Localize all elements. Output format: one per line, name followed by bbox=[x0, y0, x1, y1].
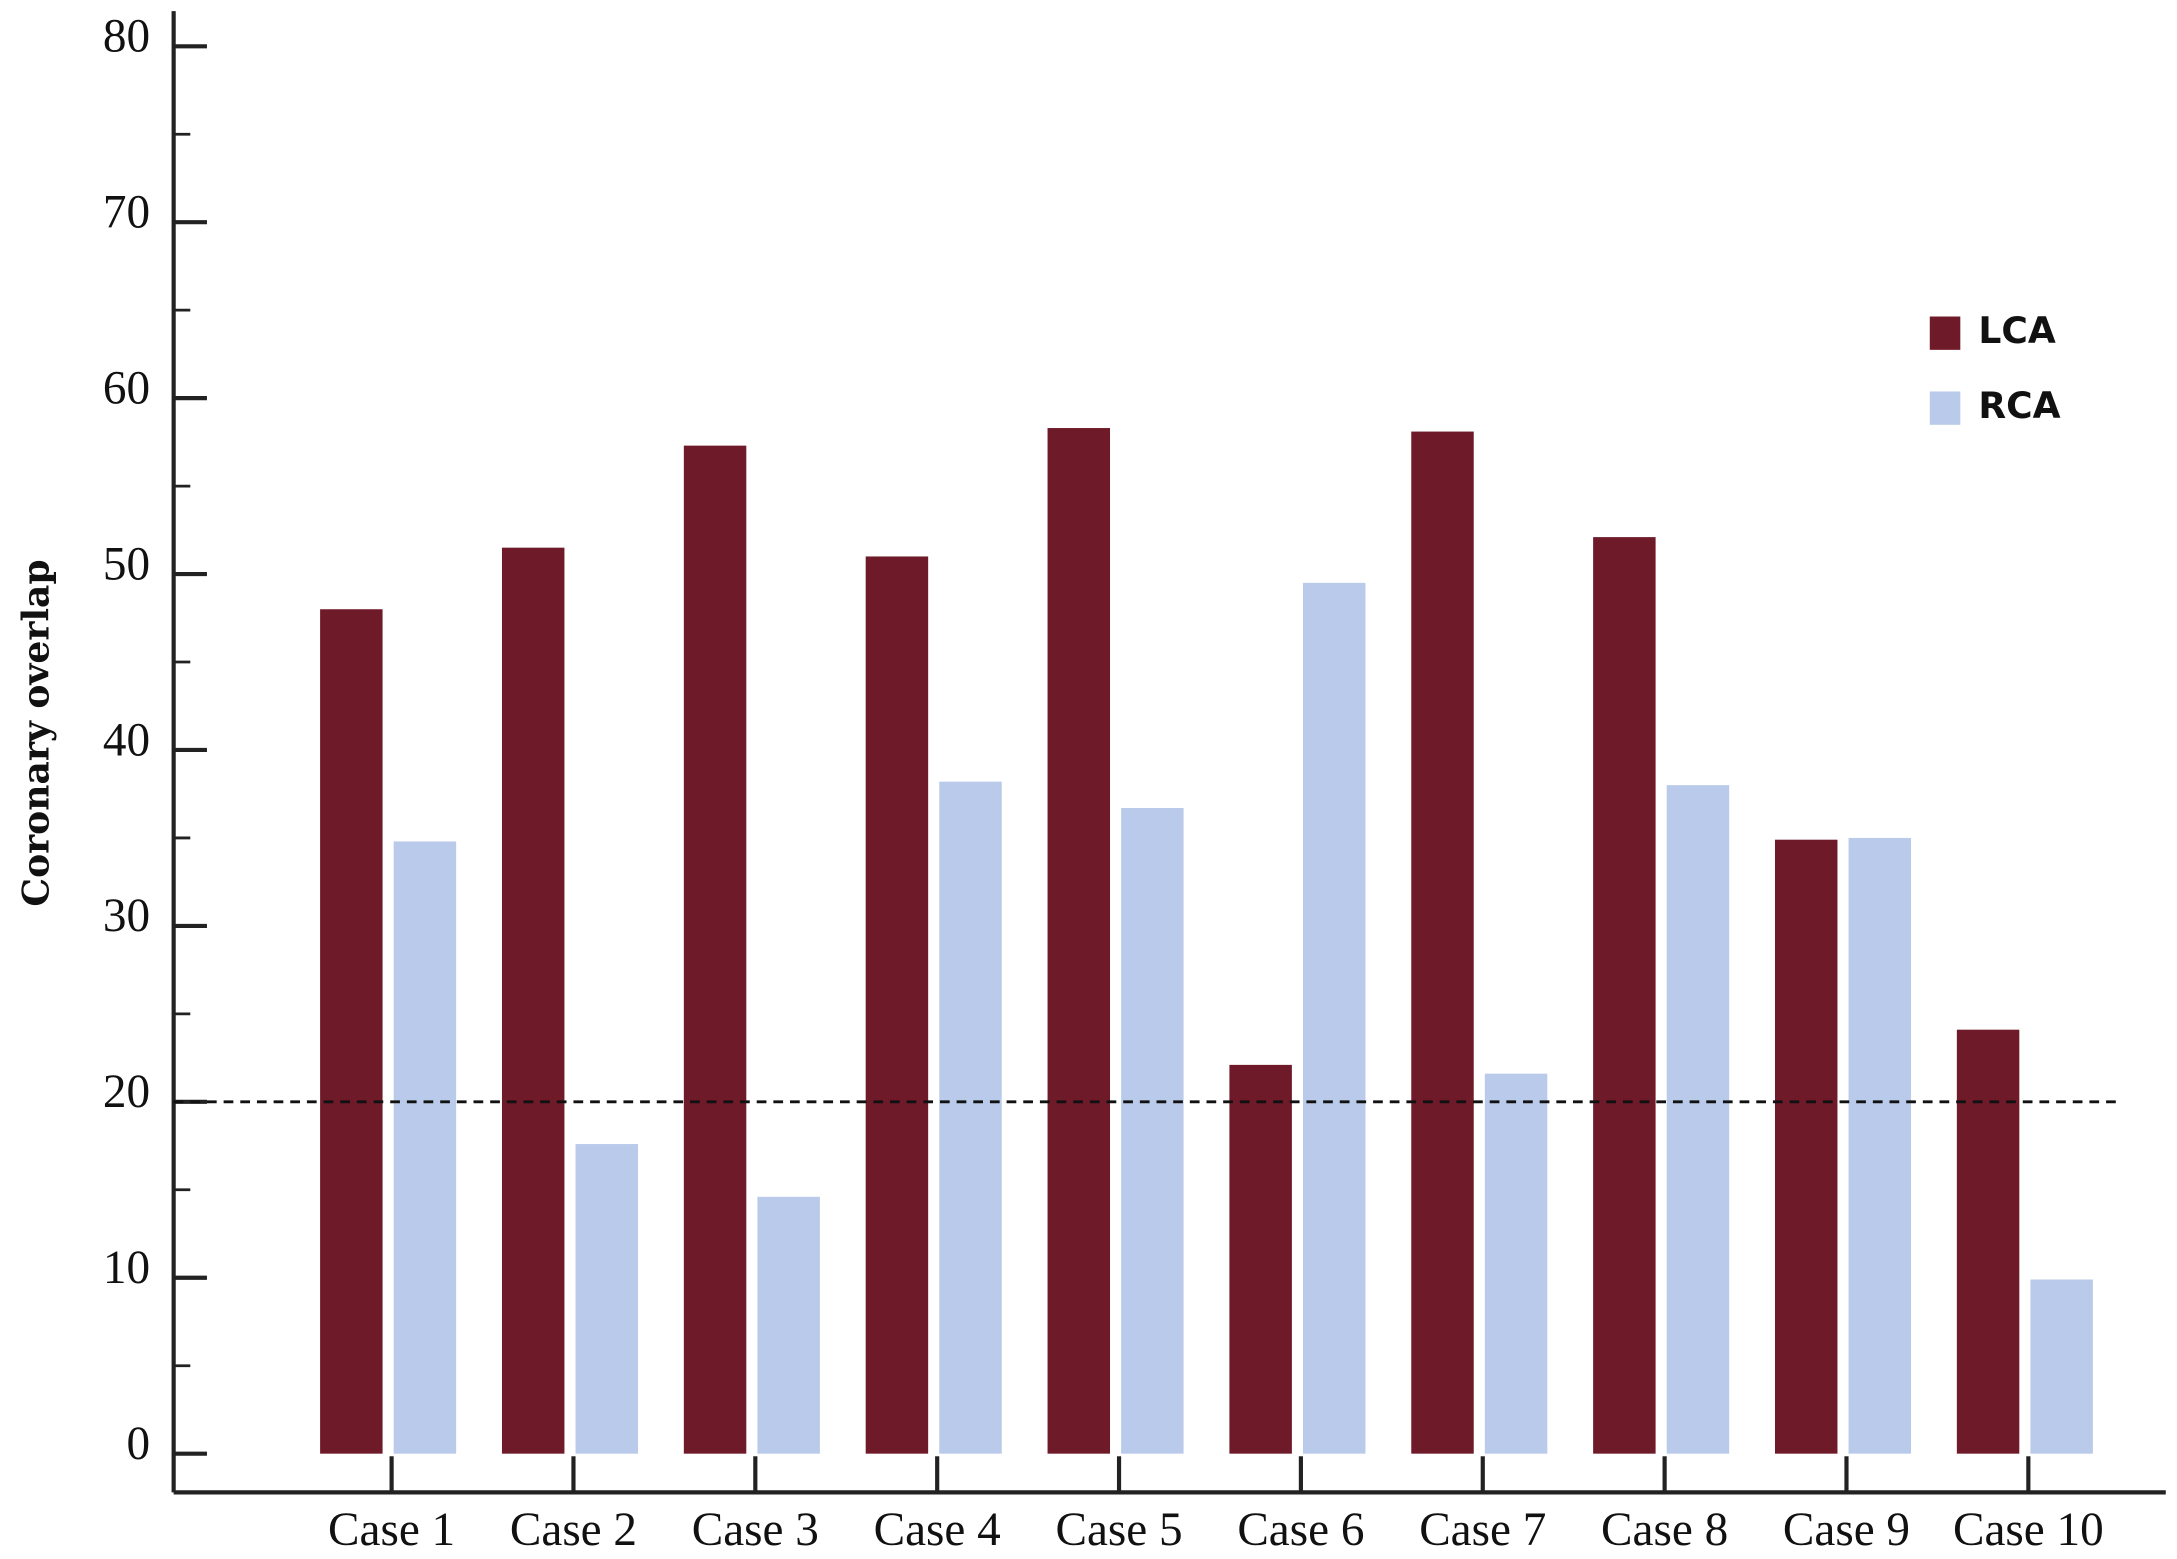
x-tick-label: Case 10 bbox=[1953, 1504, 2104, 1556]
x-tick-label: Case 6 bbox=[1237, 1504, 1364, 1556]
y-axis-label: Coronary overlap bbox=[14, 559, 57, 906]
y-tick-label: 30 bbox=[103, 890, 150, 942]
y-tick-label: 10 bbox=[103, 1242, 150, 1294]
x-tick-label: Case 4 bbox=[874, 1504, 1001, 1556]
bar bbox=[1774, 839, 1838, 1454]
bar bbox=[1229, 1064, 1292, 1454]
legend-swatch bbox=[1929, 316, 1961, 350]
bar bbox=[1593, 537, 1656, 1454]
bar bbox=[2030, 1279, 2093, 1454]
bar bbox=[1411, 431, 1474, 1454]
x-tick-label: Case 5 bbox=[1055, 1504, 1182, 1556]
bar bbox=[1484, 1073, 1548, 1454]
legend-label: RCA bbox=[1978, 385, 2060, 427]
y-tick-label: 70 bbox=[103, 186, 150, 238]
bar bbox=[1302, 582, 1366, 1454]
bar bbox=[575, 1144, 639, 1454]
bar bbox=[1848, 837, 1912, 1454]
bar bbox=[865, 556, 929, 1454]
bar bbox=[393, 841, 457, 1454]
bar bbox=[683, 445, 747, 1454]
y-tick-label: 20 bbox=[103, 1066, 150, 1118]
y-tick-label: 40 bbox=[103, 714, 150, 766]
legend-swatch bbox=[1929, 391, 1961, 425]
x-tick-label: Case 3 bbox=[692, 1504, 819, 1556]
legend-label: LCA bbox=[1978, 310, 2055, 352]
bar bbox=[1956, 1029, 2020, 1454]
x-tick-label: Case 1 bbox=[328, 1504, 455, 1556]
bar bbox=[1047, 428, 1111, 1454]
y-tick-label: 60 bbox=[103, 362, 150, 414]
x-tick-label: Case 9 bbox=[1783, 1504, 1910, 1556]
bar bbox=[501, 547, 565, 1454]
y-tick-label: 80 bbox=[103, 11, 150, 63]
bar bbox=[939, 781, 1002, 1454]
x-tick-label: Case 8 bbox=[1601, 1504, 1728, 1556]
y-tick-label: 50 bbox=[103, 538, 150, 590]
y-tick-label: 0 bbox=[126, 1418, 150, 1470]
bar bbox=[320, 609, 383, 1454]
bar bbox=[1666, 785, 1730, 1454]
x-tick-label: Case 7 bbox=[1419, 1504, 1546, 1556]
bar bbox=[757, 1196, 820, 1454]
x-tick-label: Case 2 bbox=[510, 1504, 637, 1556]
bar bbox=[1121, 808, 1184, 1454]
